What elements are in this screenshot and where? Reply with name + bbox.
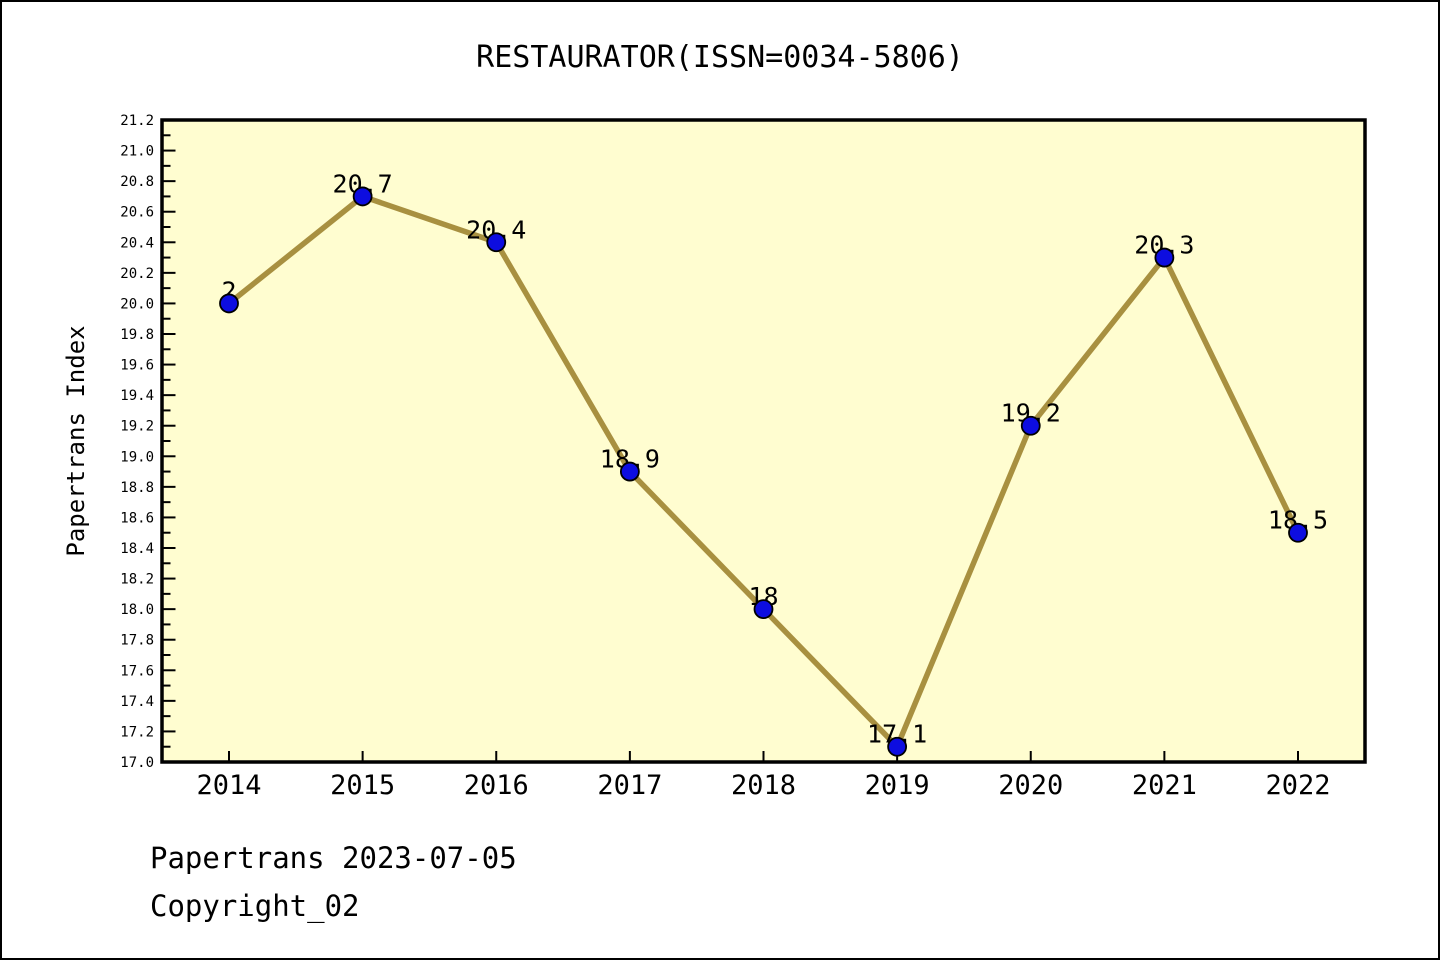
- y-tick-label: 19.0: [120, 449, 154, 465]
- y-tick-label: 20.6: [120, 205, 154, 221]
- y-tick-label: 21.2: [120, 113, 154, 129]
- y-tick-label: 18.6: [120, 510, 154, 526]
- x-tick-label: 2022: [1265, 770, 1330, 801]
- x-tick-label: 2015: [330, 770, 395, 801]
- y-tick-label: 21.0: [120, 144, 154, 160]
- y-tick-label: 17.4: [120, 694, 154, 710]
- y-tick-label: 20.8: [120, 174, 154, 190]
- data-point: [352, 186, 373, 207]
- x-tick-label: 2018: [731, 770, 796, 801]
- data-point: [887, 736, 908, 757]
- y-tick-label: 17.0: [120, 755, 154, 771]
- x-tick-label: 2014: [196, 770, 261, 801]
- data-point: [486, 232, 507, 253]
- y-tick-label: 20.4: [120, 235, 154, 251]
- data-point: [619, 461, 640, 482]
- footer-copyright: Copyright_02: [150, 889, 360, 923]
- y-tick-label: 18.2: [120, 572, 154, 588]
- data-point: [753, 599, 774, 620]
- y-tick-label: 17.6: [120, 663, 154, 679]
- y-tick-label: 20.2: [120, 266, 154, 282]
- data-point: [1020, 415, 1041, 436]
- y-tick-label: 19.8: [120, 327, 154, 343]
- data-point: [219, 293, 239, 314]
- footer-source-date: Papertrans 2023-07-05: [150, 841, 517, 875]
- y-tick-label: 18.8: [120, 480, 154, 496]
- x-tick-label: 2021: [1132, 770, 1197, 801]
- plot-background: [160, 118, 1367, 764]
- y-tick-label: 19.6: [120, 358, 154, 374]
- x-tick-label: 2016: [464, 770, 529, 801]
- x-tick-label: 2019: [865, 770, 930, 801]
- data-point: [1288, 522, 1308, 543]
- y-tick-label: 17.8: [120, 633, 154, 649]
- y-tick-label: 20.0: [120, 296, 154, 312]
- x-tick-label: 2017: [597, 770, 662, 801]
- y-tick-label: 19.4: [120, 388, 154, 404]
- x-tick-label: 2020: [998, 770, 1063, 801]
- y-tick-label: 18.0: [120, 602, 154, 618]
- y-tick-label: 17.2: [120, 724, 154, 740]
- chart-title: RESTAURATOR(ISSN=0034-5806): [476, 40, 964, 75]
- data-point: [1154, 247, 1175, 268]
- y-tick-label: 19.2: [120, 419, 154, 435]
- y-tick-label: 18.4: [120, 541, 154, 557]
